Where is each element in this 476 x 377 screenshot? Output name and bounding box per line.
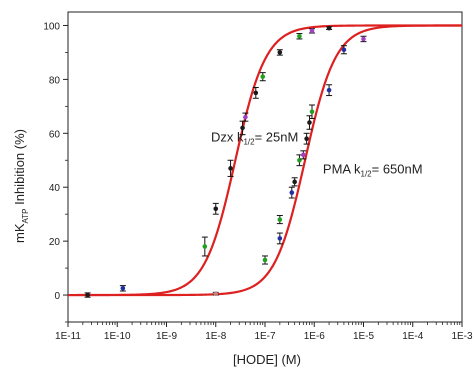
marker-1-12 bbox=[341, 47, 347, 53]
y-tick-label-4: 80 bbox=[49, 75, 61, 86]
marker-1-5 bbox=[292, 179, 297, 185]
x-tick-label-6: 1E-5 bbox=[353, 331, 375, 342]
data-point-1-11 bbox=[326, 84, 333, 97]
annotation-pma-prefix: PMA k bbox=[323, 162, 361, 177]
data-point-0-4 bbox=[227, 159, 234, 177]
fit-curve-0 bbox=[68, 24, 462, 297]
marker-0-4 bbox=[228, 166, 233, 171]
marker-0-0 bbox=[85, 292, 90, 298]
data-point-0-1 bbox=[119, 285, 126, 292]
data-point-1-2 bbox=[276, 232, 283, 245]
data-point-1-6 bbox=[296, 154, 303, 167]
fit-curves bbox=[68, 24, 462, 297]
data-points bbox=[84, 25, 367, 298]
y-tick-label-5: 100 bbox=[43, 21, 60, 32]
annotation-pma-suffix: = 650nM bbox=[372, 162, 423, 177]
data-point-0-2 bbox=[201, 236, 208, 257]
marker-1-3 bbox=[277, 217, 283, 222]
marker-1-1 bbox=[262, 257, 268, 263]
fit-curve-1 bbox=[68, 24, 462, 297]
marker-0-7 bbox=[253, 90, 259, 96]
x-tick-label-0: 1E-11 bbox=[55, 331, 81, 342]
marker-1-13 bbox=[361, 36, 366, 42]
annotation-dzx-sub: 1/2 bbox=[243, 137, 255, 146]
y-tick-label-3: 60 bbox=[49, 129, 61, 140]
annotation-pma-sub: 1/2 bbox=[361, 170, 373, 179]
data-point-1-5 bbox=[291, 177, 298, 187]
x-tick-label-3: 1E-8 bbox=[205, 331, 227, 342]
x-tick-label-4: 1E-7 bbox=[254, 331, 276, 342]
data-point-1-8 bbox=[303, 132, 310, 145]
y-tick-label-2: 40 bbox=[49, 183, 61, 194]
data-point-0-12 bbox=[326, 25, 333, 31]
marker-0-3 bbox=[213, 206, 219, 212]
data-point-0-0 bbox=[84, 292, 91, 298]
x-tick-label-1: 1E-10 bbox=[104, 331, 131, 342]
marker-0-12 bbox=[326, 25, 332, 31]
data-point-0-7 bbox=[252, 86, 259, 99]
y-axis-label-sub: ATP bbox=[21, 209, 30, 224]
y-tick-label-1: 20 bbox=[49, 237, 61, 248]
marker-0-8 bbox=[260, 74, 266, 79]
x-tick-label-8: 1E-3 bbox=[451, 331, 473, 342]
annotation-pma: PMA k1/2= 650nM bbox=[323, 162, 423, 179]
marker-1-9 bbox=[307, 120, 312, 125]
marker-1-2 bbox=[277, 236, 283, 241]
data-point-1-7 bbox=[300, 150, 307, 160]
data-point-0-10 bbox=[296, 33, 303, 40]
data-point-0-6 bbox=[242, 112, 249, 122]
marker-0-1 bbox=[120, 286, 126, 291]
y-axis-label-main: mK bbox=[12, 223, 27, 243]
marker-1-4 bbox=[289, 190, 295, 195]
data-point-1-10 bbox=[308, 104, 315, 119]
data-point-1-0 bbox=[212, 291, 219, 296]
data-point-1-1 bbox=[262, 255, 268, 265]
marker-0-2 bbox=[202, 244, 208, 249]
marker-1-7 bbox=[301, 152, 306, 158]
marker-1-11 bbox=[326, 87, 332, 93]
data-point-1-12 bbox=[340, 45, 347, 55]
data-point-1-3 bbox=[276, 215, 283, 225]
data-point-0-9 bbox=[276, 49, 283, 56]
y-tick-label-0: 0 bbox=[54, 291, 60, 302]
marker-1-8 bbox=[304, 136, 309, 141]
data-point-1-13 bbox=[360, 35, 367, 43]
marker-0-5 bbox=[240, 125, 245, 131]
axis-ticks: 1E-11 1E-10 1E-9 1E-8 1E-7 1E-6 1E-5 1E-4 1E-3 0 2… bbox=[43, 21, 473, 342]
y-axis-label: mKATP Inhibition (%) bbox=[12, 129, 30, 243]
data-point-0-3 bbox=[212, 202, 219, 215]
annotation-dzx: Dzx k1/2= 25nM bbox=[211, 129, 298, 146]
x-tick-label-5: 1E-6 bbox=[304, 331, 326, 342]
y-axis-label-tail: Inhibition (%) bbox=[12, 129, 27, 208]
annotation-dzx-suffix: = 25nM bbox=[255, 129, 299, 144]
data-point-0-11 bbox=[308, 28, 315, 34]
marker-1-10 bbox=[309, 109, 315, 115]
annotation-dzx-prefix: Dzx k bbox=[211, 129, 244, 144]
marker-0-11 bbox=[309, 28, 315, 34]
data-point-1-4 bbox=[288, 186, 295, 199]
x-axis-label: [HODE] (M) bbox=[233, 352, 301, 367]
x-tick-label-2: 1E-9 bbox=[156, 331, 178, 342]
data-point-0-8 bbox=[259, 72, 266, 82]
marker-0-9 bbox=[277, 50, 283, 55]
marker-1-0 bbox=[213, 291, 219, 296]
x-tick-label-7: 1E-4 bbox=[402, 331, 424, 342]
marker-0-6 bbox=[243, 114, 248, 120]
marker-0-10 bbox=[297, 33, 302, 39]
